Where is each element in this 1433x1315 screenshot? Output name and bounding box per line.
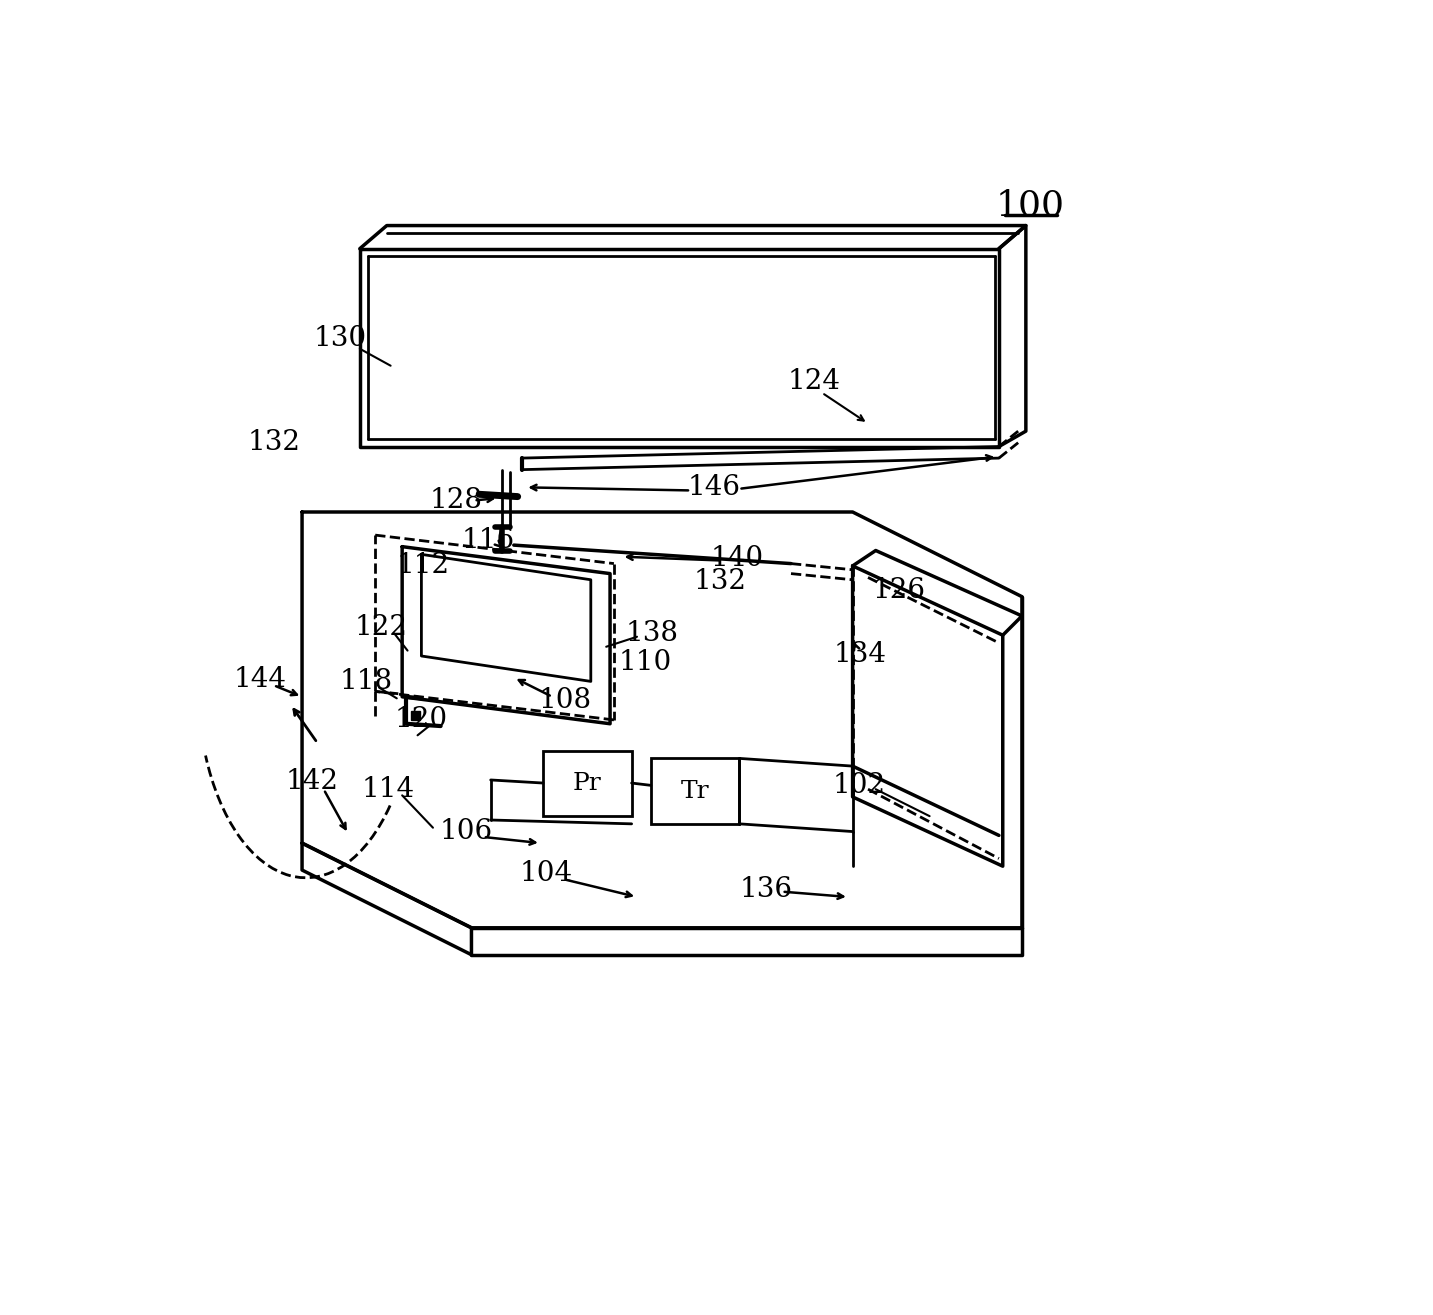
- Text: 108: 108: [539, 688, 592, 714]
- Text: 128: 128: [430, 487, 483, 514]
- Bar: [651, 759, 739, 825]
- Text: 146: 146: [688, 473, 741, 501]
- Text: 132: 132: [694, 568, 747, 594]
- Text: 130: 130: [314, 325, 367, 352]
- Text: 100: 100: [995, 188, 1065, 222]
- Text: 116: 116: [461, 527, 514, 554]
- Text: 142: 142: [285, 768, 338, 796]
- Text: 124: 124: [788, 368, 841, 394]
- Text: 132: 132: [246, 429, 299, 456]
- Text: Pr: Pr: [573, 772, 602, 796]
- Text: 118: 118: [340, 668, 393, 694]
- Text: 106: 106: [440, 818, 493, 846]
- Text: 120: 120: [396, 706, 449, 734]
- Text: 136: 136: [739, 876, 792, 903]
- Text: 138: 138: [626, 621, 679, 647]
- Text: 122: 122: [355, 614, 408, 640]
- Text: 126: 126: [873, 577, 926, 604]
- Bar: [543, 751, 632, 817]
- Text: 112: 112: [397, 552, 450, 580]
- Text: Tr: Tr: [681, 780, 709, 802]
- Text: 134: 134: [834, 640, 887, 668]
- Bar: [411, 710, 420, 719]
- Text: 110: 110: [618, 648, 671, 676]
- Text: 114: 114: [361, 776, 416, 802]
- Text: 104: 104: [520, 860, 573, 888]
- Text: 140: 140: [711, 544, 764, 572]
- Text: 144: 144: [234, 667, 287, 693]
- Text: 102: 102: [833, 772, 886, 798]
